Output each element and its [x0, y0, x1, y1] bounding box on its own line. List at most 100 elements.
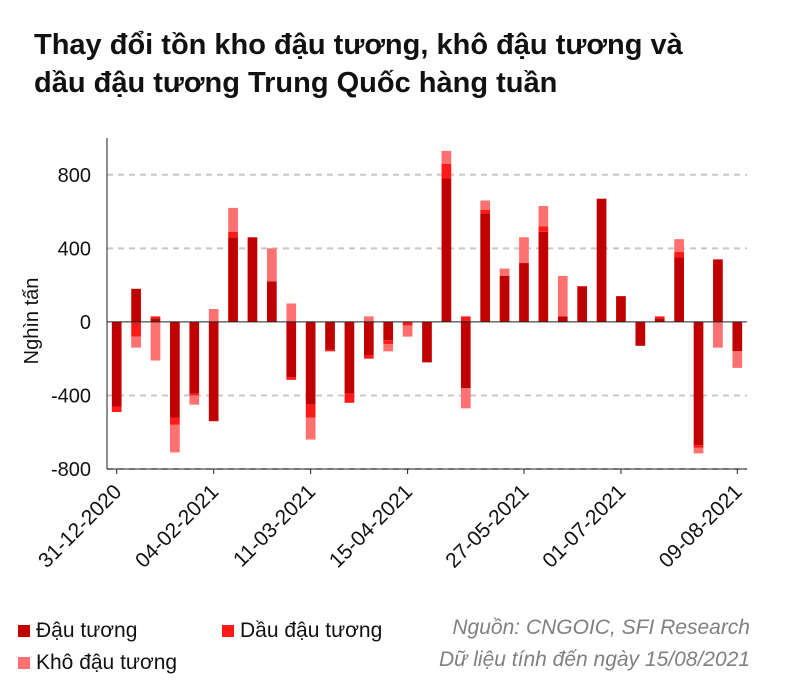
bar-soybean-oil — [363, 354, 374, 359]
bar-soybean — [732, 321, 743, 352]
bar-soybean — [267, 281, 277, 322]
bar-soybean-meal — [286, 303, 297, 322]
bar-soybean-meal — [189, 395, 200, 405]
bar-soybean — [208, 321, 219, 422]
bar-soybean-oil — [111, 406, 122, 412]
bar-soybean-oil — [344, 393, 355, 403]
bar-soybean-meal — [693, 447, 704, 454]
bar-soybean-oil — [286, 377, 297, 380]
x-tick-label: 11-03-2021 — [229, 480, 320, 571]
y-tick-label: -400 — [51, 385, 91, 407]
x-tick-label: 04-02-2021 — [131, 480, 223, 572]
bar-soybean — [674, 257, 684, 322]
legend-label-soybean-oil: Dầu đậu tương — [240, 619, 383, 642]
bar-soybean — [131, 288, 141, 322]
x-tick-label: 27-05-2021 — [441, 480, 533, 572]
bar-soybean-oil — [228, 231, 238, 238]
bar-soybean-meal — [519, 237, 529, 264]
bar-soybean-meal — [208, 309, 219, 322]
bar-soybean-meal — [499, 268, 510, 276]
bar-soybean-oil — [693, 445, 704, 448]
legend-item-soybean-meal: Khô đậu tương — [18, 651, 177, 675]
bar-soybean-oil — [383, 340, 394, 344]
bar-soybean — [616, 296, 626, 322]
bar-soybean — [654, 318, 665, 322]
bar-soybean — [325, 321, 335, 350]
bar-soybean-meal — [460, 388, 471, 409]
bar-soybean — [189, 321, 200, 394]
bar-soybean-meal — [480, 200, 491, 210]
bar-soybean — [713, 259, 723, 322]
bar-soybean — [111, 321, 122, 407]
bar-soybean-meal — [732, 351, 743, 368]
bar-soybean — [422, 321, 432, 363]
bar-soybean-oil — [577, 286, 587, 287]
bar-soybean-oil — [480, 209, 491, 214]
bar-soybean-meal — [150, 321, 161, 361]
bar-soybean-oil — [441, 163, 452, 179]
source-line-2: Dữ liệu tính đến ngày 15/08/2021 — [438, 648, 750, 671]
bar-soybean — [305, 321, 316, 405]
bar-soybean — [441, 178, 452, 322]
legend-label-soybean: Đậu tương — [36, 619, 138, 642]
bar-soybean-oil — [460, 316, 471, 322]
bar-soybean-meal — [131, 336, 141, 348]
bar-soybean-oil — [674, 252, 684, 258]
bar-soybean-oil — [654, 316, 665, 319]
source-line-1: Nguồn: CNGOIC, SFI Research — [452, 616, 750, 639]
legend-swatch-soybean — [18, 625, 30, 637]
legend-swatch-soybean-oil — [222, 625, 234, 637]
bar-soybean-oil — [305, 404, 316, 418]
bar-soybean — [480, 213, 491, 322]
bar-soybean-meal — [305, 417, 316, 440]
bar-soybean — [363, 321, 374, 355]
bar-soybean-oil — [150, 316, 161, 319]
bar-soybean-meal — [674, 239, 684, 253]
source-note: Nguồn: CNGOIC, SFI Research Dữ liệu tính… — [439, 612, 750, 676]
bar-soybean — [596, 198, 607, 322]
x-tick-label: 15-04-2021 — [325, 480, 417, 572]
legend-swatch-soybean-meal — [18, 657, 30, 669]
bar-soybean-meal — [713, 321, 723, 348]
bar-soybean — [635, 321, 646, 346]
y-tick-label: 0 — [80, 312, 91, 334]
bar-soybean-oil — [189, 393, 200, 396]
x-tick-label: 01-07-2021 — [538, 480, 630, 572]
bar-soybean-oil — [538, 226, 549, 232]
bar-soybean — [460, 321, 471, 389]
bar-series — [111, 150, 743, 454]
axes: -800 -400 0 400 800 31-12-2020 04-02-2021 11-03… — [34, 138, 747, 572]
bar-soybean — [170, 321, 180, 418]
bar-soybean-meal — [363, 316, 374, 322]
legend-item-soybean: Đậu tương — [18, 619, 137, 643]
bar-soybean — [557, 316, 568, 322]
y-axis-label: Nghìn tấn — [21, 278, 43, 365]
x-tick-label: 31-12-2020 — [34, 480, 126, 572]
bar-soybean-oil — [325, 349, 335, 352]
legend-label-soybean-meal: Khô đậu tương — [36, 651, 178, 674]
bar-soybean — [344, 321, 355, 394]
y-tick-label: 800 — [58, 165, 91, 187]
bar-soybean — [499, 275, 510, 322]
bar-soybean — [538, 231, 549, 322]
y-tick-label: 400 — [58, 238, 91, 260]
bar-soybean — [693, 321, 704, 446]
chart-title: Thay đổi tồn kho đậu tương, khô đậu tươn… — [34, 26, 774, 102]
bar-soybean — [383, 321, 394, 341]
bar-soybean-meal — [267, 248, 277, 282]
legend-item-soybean-oil: Dầu đậu tương — [222, 619, 382, 643]
bar-soybean-meal — [228, 207, 238, 232]
bar-soybean-meal — [441, 150, 452, 164]
bar-soybean — [286, 321, 297, 378]
bar-soybean-meal — [557, 275, 568, 317]
bar-soybean-meal — [170, 424, 180, 453]
bar-soybean-oil — [402, 321, 413, 326]
chart-title-line-1: Thay đổi tồn kho đậu tương, khô đậu tươn… — [34, 29, 683, 61]
bar-soybean — [228, 237, 238, 322]
bar-soybean — [247, 237, 258, 322]
bar-soybean-meal — [383, 343, 394, 352]
bar-soybean — [150, 318, 161, 322]
x-tick-label: 09-08-2021 — [655, 480, 747, 572]
y-tick-label: -800 — [51, 459, 91, 481]
